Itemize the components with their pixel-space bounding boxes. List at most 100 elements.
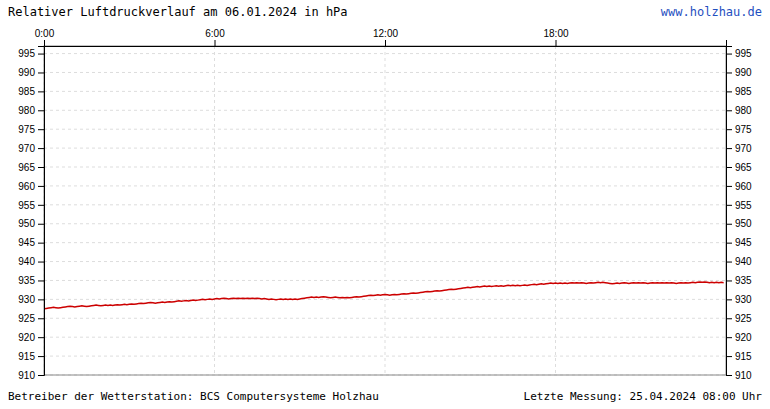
- tick-label: 995: [735, 48, 752, 59]
- tick-label: 985: [735, 86, 752, 97]
- grid-line-y: [44, 129, 726, 130]
- tick-mark: [38, 167, 44, 168]
- tick: 970: [726, 143, 752, 154]
- tick-mark: [556, 40, 557, 46]
- tick-label: 915: [735, 351, 752, 362]
- tick-label: 990: [18, 67, 35, 78]
- tick-mark: [726, 148, 732, 149]
- tick-mark: [726, 243, 732, 244]
- grid-line-y: [44, 110, 726, 111]
- tick: 955: [726, 200, 752, 211]
- tick-mark: [726, 54, 732, 55]
- tick-label: 910: [735, 370, 752, 381]
- tick: 955: [18, 200, 44, 211]
- axis-domain: [727, 47, 733, 376]
- tick: 12:00: [373, 28, 398, 46]
- tick-label: 18:00: [543, 28, 568, 39]
- axis-domain: [38, 47, 45, 376]
- tick-label: 960: [18, 181, 35, 192]
- tick-mark: [726, 205, 732, 206]
- tick-label: 915: [18, 351, 35, 362]
- tick: 915: [726, 351, 752, 362]
- tick-mark: [726, 91, 732, 92]
- tick-mark: [38, 110, 44, 111]
- tick-mark: [38, 375, 44, 376]
- tick-mark: [38, 148, 44, 149]
- tick-label: 950: [18, 218, 35, 229]
- tick-mark: [38, 129, 44, 130]
- tick-label: 6:00: [205, 28, 225, 39]
- tick-mark: [726, 375, 732, 376]
- tick: 920: [18, 332, 44, 343]
- tick-mark: [726, 72, 732, 73]
- tick-mark: [726, 110, 732, 111]
- tick-label: 0:00: [35, 28, 55, 39]
- tick-label: 920: [18, 332, 35, 343]
- tick-label: 990: [735, 67, 752, 78]
- grid-line-x: [555, 46, 556, 375]
- tick-label: 980: [735, 105, 752, 116]
- tick: 925: [18, 313, 44, 324]
- tick-mark: [38, 280, 44, 281]
- grid-line-x: [214, 46, 215, 375]
- tick: 940: [18, 256, 44, 267]
- tick-label: 935: [735, 275, 752, 286]
- tick-mark: [726, 356, 732, 357]
- tick: 940: [726, 256, 752, 267]
- footer-left: Betreiber der Wetterstation: BCS Compute…: [8, 390, 379, 403]
- tick-label: 955: [18, 200, 35, 211]
- tick-label: 940: [735, 256, 752, 267]
- marks: [44, 282, 724, 309]
- tick-label: 985: [18, 86, 35, 97]
- tick-mark: [38, 243, 44, 244]
- tick-label: 12:00: [373, 28, 398, 39]
- tick: 945: [18, 237, 44, 248]
- tick-mark: [44, 40, 45, 46]
- tick-mark: [726, 262, 732, 263]
- tick: 985: [726, 86, 752, 97]
- tick-label: 995: [18, 48, 35, 59]
- tick-label: 925: [18, 313, 35, 324]
- tick: 0:00: [35, 28, 55, 46]
- url: www.holzhau.de: [661, 5, 762, 19]
- tick-label: 965: [18, 162, 35, 173]
- tick: 935: [726, 275, 752, 286]
- tick: 945: [726, 237, 752, 248]
- tick: 995: [726, 48, 752, 59]
- tick: 915: [18, 351, 44, 362]
- tick-label: 930: [18, 294, 35, 305]
- tick-mark: [38, 299, 44, 300]
- tick: 975: [18, 124, 44, 135]
- tick: 965: [18, 162, 44, 173]
- tick: 935: [18, 275, 44, 286]
- tick: 995: [18, 48, 44, 59]
- grid-line-x: [385, 46, 386, 375]
- tick-mark: [38, 224, 44, 225]
- footer-right: Letzte Messung: 25.04.2024 08:00 Uhr: [524, 390, 763, 403]
- tick: 950: [726, 218, 752, 229]
- tick-label: 960: [735, 181, 752, 192]
- tick-label: 935: [18, 275, 35, 286]
- tick: 965: [726, 162, 752, 173]
- tick: 910: [18, 370, 44, 381]
- tick-label: 975: [735, 124, 752, 135]
- tick-mark: [38, 337, 44, 338]
- title: Relativer Luftdruckverlauf am 06.01.2024…: [8, 5, 348, 19]
- tick-label: 940: [18, 256, 35, 267]
- tick: 975: [726, 124, 752, 135]
- tick-mark: [726, 318, 732, 319]
- axis-domain: [45, 40, 727, 47]
- tick-mark: [38, 205, 44, 206]
- tick-mark: [38, 262, 44, 263]
- tick-mark: [38, 356, 44, 357]
- chart: 0:00 6:00 12:00 18:00 910 915 920 925 930 935 940 9…: [0, 0, 770, 409]
- tick-label: 945: [735, 237, 752, 248]
- x-axis: 0:00 6:00 12:00 18:00: [35, 28, 727, 47]
- tick-label: 930: [735, 294, 752, 305]
- tick-mark: [726, 299, 732, 300]
- tick: 990: [18, 67, 44, 78]
- grid-line-y: [44, 91, 726, 92]
- tick: 960: [18, 181, 44, 192]
- tick: 990: [726, 67, 752, 78]
- tick-label: 910: [18, 370, 35, 381]
